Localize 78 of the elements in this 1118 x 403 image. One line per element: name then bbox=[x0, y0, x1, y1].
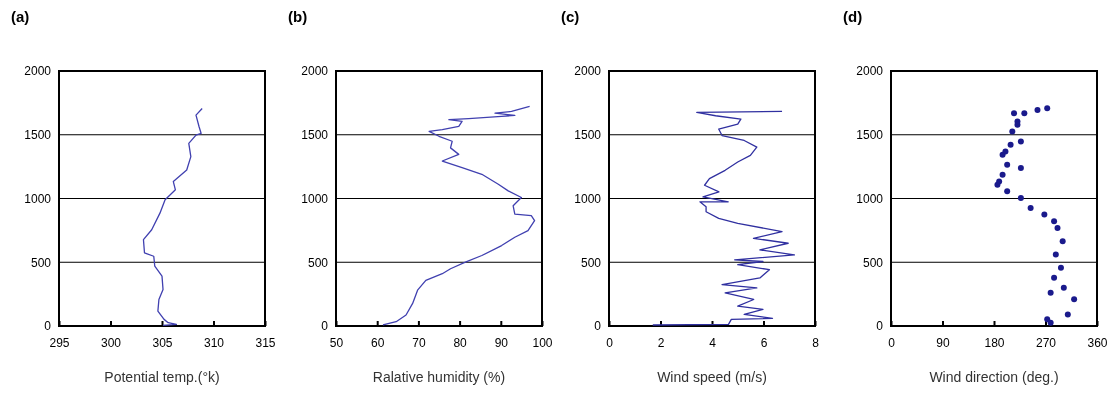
x-tick-label: 310 bbox=[203, 335, 225, 350]
point bbox=[1057, 264, 1064, 271]
point bbox=[999, 171, 1006, 178]
x-tick-label: 0 bbox=[888, 335, 896, 350]
point bbox=[1041, 211, 1048, 218]
x-tick-label: 305 bbox=[152, 335, 173, 350]
point bbox=[1017, 165, 1024, 172]
x-tick-label: 90 bbox=[494, 335, 509, 350]
x-axis-title: Wind speed (m/s) bbox=[657, 369, 767, 385]
y-tick-label: 1500 bbox=[856, 128, 884, 143]
y-tick-label: 2000 bbox=[301, 64, 329, 79]
point bbox=[1051, 218, 1058, 225]
x-axis-title: Ralative humidity (%) bbox=[372, 369, 506, 385]
y-tick-label: 2000 bbox=[574, 64, 602, 79]
x-tick-label: 100 bbox=[532, 335, 553, 350]
chart-title: (d) bbox=[843, 8, 863, 25]
x-tick-label: 70 bbox=[412, 335, 426, 350]
point bbox=[1004, 188, 1011, 195]
y-tick-label: 0 bbox=[594, 319, 602, 334]
point bbox=[1044, 105, 1051, 112]
point bbox=[1004, 161, 1011, 168]
y-tick-label: 1000 bbox=[856, 191, 884, 206]
x-tick-label: 295 bbox=[49, 335, 70, 350]
point bbox=[1059, 238, 1066, 245]
line-series bbox=[382, 105, 536, 326]
line-series bbox=[652, 110, 796, 326]
x-tick-label: 60 bbox=[371, 335, 385, 350]
x-tick-label: 0 bbox=[606, 335, 614, 350]
chart-title: (a) bbox=[11, 8, 30, 25]
x-tick-label: 80 bbox=[453, 335, 468, 350]
x-tick-label: 270 bbox=[1035, 335, 1057, 350]
y-tick-label: 500 bbox=[862, 255, 884, 270]
line-series bbox=[142, 107, 203, 327]
point bbox=[1047, 289, 1054, 296]
x-axis-title: Potential temp.(°k) bbox=[104, 369, 220, 385]
point bbox=[1047, 319, 1054, 326]
point bbox=[1034, 106, 1041, 113]
y-tick-label: 1000 bbox=[24, 191, 52, 206]
x-tick-label: 180 bbox=[984, 335, 1005, 350]
x-tick-label: 4 bbox=[709, 335, 717, 350]
point bbox=[1017, 194, 1024, 201]
y-tick-label: 1500 bbox=[574, 128, 602, 143]
y-tick-label: 500 bbox=[307, 255, 329, 270]
point bbox=[1009, 128, 1016, 135]
y-tick-label: 1500 bbox=[301, 128, 329, 143]
chart-title: (c) bbox=[561, 8, 580, 25]
point bbox=[1027, 204, 1034, 211]
point bbox=[1052, 251, 1059, 258]
point bbox=[1044, 316, 1051, 323]
y-tick-label: 0 bbox=[876, 319, 884, 334]
x-tick-label: 360 bbox=[1087, 335, 1108, 350]
y-tick-label: 1500 bbox=[24, 128, 52, 143]
y-tick-label: 0 bbox=[321, 319, 329, 334]
chart-title: (b) bbox=[288, 8, 308, 25]
x-axis-title: Wind direction (deg.) bbox=[929, 369, 1059, 385]
x-tick-label: 50 bbox=[329, 335, 344, 350]
y-tick-label: 500 bbox=[580, 255, 602, 270]
y-tick-label: 2000 bbox=[856, 64, 884, 79]
x-tick-label: 8 bbox=[812, 335, 820, 350]
x-tick-label: 2 bbox=[657, 335, 665, 350]
point bbox=[1021, 110, 1028, 117]
y-tick-label: 500 bbox=[30, 255, 52, 270]
y-tick-label: 2000 bbox=[24, 64, 52, 79]
point bbox=[1064, 311, 1071, 318]
y-tick-label: 0 bbox=[44, 319, 52, 334]
point bbox=[1071, 296, 1078, 303]
point bbox=[1060, 284, 1067, 291]
y-tick-label: 1000 bbox=[574, 191, 602, 206]
y-tick-label: 1000 bbox=[301, 191, 329, 206]
x-tick-label: 90 bbox=[936, 335, 950, 350]
x-tick-label: 315 bbox=[255, 335, 276, 350]
point bbox=[1054, 224, 1061, 231]
point bbox=[1017, 138, 1024, 145]
point bbox=[1051, 274, 1058, 281]
x-tick-label: 6 bbox=[760, 335, 768, 350]
x-tick-label: 300 bbox=[100, 335, 122, 350]
point bbox=[1007, 141, 1014, 148]
point bbox=[1011, 110, 1018, 117]
